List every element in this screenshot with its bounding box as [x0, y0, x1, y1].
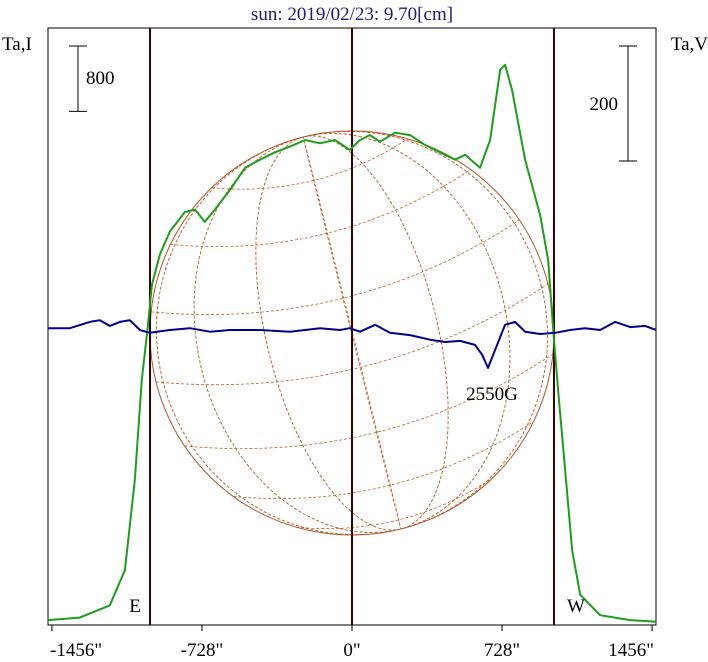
parallel [211, 138, 408, 190]
scale-label: 200 [590, 94, 619, 115]
series-line [47, 319, 657, 369]
y2-axis-label: Ta,V [671, 34, 708, 55]
x-tick-label: 728" [484, 640, 520, 661]
annotation: 2550G [466, 384, 518, 405]
x-tick-label: -1456" [50, 640, 102, 661]
parallel [155, 283, 549, 386]
annotation: W [567, 596, 585, 617]
x-tick-label: -728" [181, 640, 224, 661]
meridian [255, 135, 449, 531]
parallel [233, 421, 534, 499]
chart-title: sun: 2019/02/23: 9.70[cm] [251, 4, 453, 25]
series-line [47, 63, 657, 623]
parallel [184, 353, 554, 450]
x-tick-label: 1456" [608, 640, 654, 661]
parallel [296, 477, 493, 529]
scale-label: 800 [86, 68, 115, 89]
parallel [170, 169, 471, 247]
parallel [151, 219, 520, 315]
annotation: E [129, 596, 141, 617]
y-axis-label: Ta,I [2, 34, 32, 55]
x-tick-label: 0" [343, 640, 360, 661]
